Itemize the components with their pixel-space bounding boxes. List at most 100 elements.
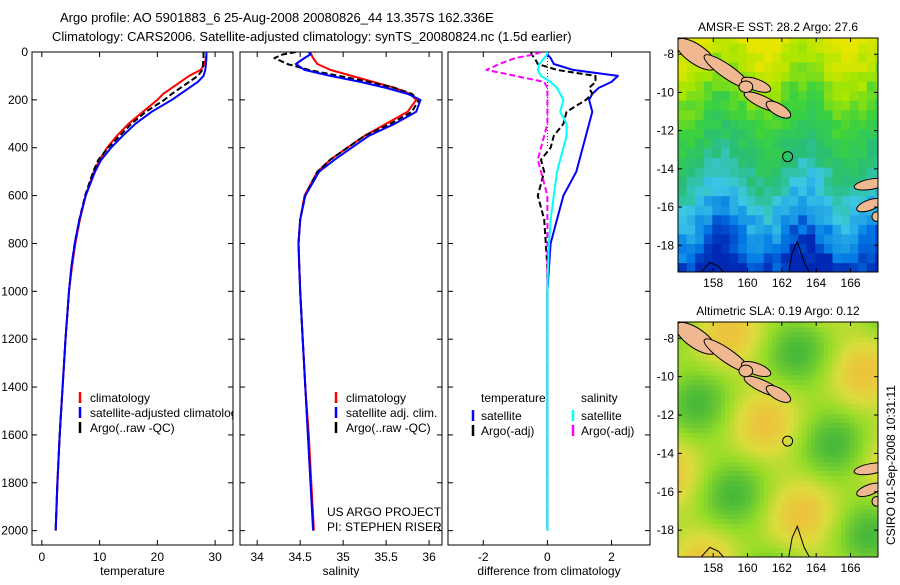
heatmap-cell bbox=[759, 533, 765, 539]
heatmap-cell bbox=[716, 417, 722, 424]
heatmap-cell bbox=[815, 61, 825, 73]
heatmap-cell bbox=[815, 326, 821, 333]
heatmap-cell bbox=[759, 331, 765, 337]
heatmap-cell bbox=[751, 336, 756, 342]
heatmap-cell bbox=[841, 489, 846, 496]
heatmap-cell bbox=[678, 214, 688, 225]
heatmap-cell bbox=[729, 346, 735, 352]
heatmap-cell bbox=[678, 393, 683, 400]
heatmap-cell bbox=[755, 446, 761, 453]
heatmap-cell bbox=[836, 384, 842, 390]
heatmap-cell bbox=[678, 427, 683, 433]
heatmap-cell bbox=[832, 326, 838, 333]
heatmap-cell bbox=[725, 341, 731, 347]
heatmap-cell bbox=[768, 537, 773, 544]
heatmap-cell bbox=[703, 374, 709, 381]
heatmap-cell bbox=[781, 233, 791, 244]
heatmap-cell bbox=[708, 408, 713, 414]
island-shape bbox=[856, 197, 878, 213]
heatmap-cell bbox=[815, 243, 825, 254]
heatmap-cell bbox=[823, 528, 829, 534]
heatmap-cell bbox=[858, 71, 868, 82]
argo-position-marker bbox=[782, 151, 794, 163]
heatmap-cell bbox=[678, 379, 683, 385]
heatmap-cell bbox=[751, 355, 756, 361]
heatmap-cell bbox=[866, 355, 872, 361]
heatmap-cell bbox=[798, 485, 804, 491]
heatmap-cell bbox=[798, 166, 808, 178]
heatmap-cell bbox=[703, 205, 713, 216]
argo-position-marker bbox=[782, 435, 794, 447]
heatmap-cell bbox=[712, 379, 718, 385]
heatmap-cell bbox=[841, 195, 851, 206]
heatmap-cell bbox=[875, 417, 878, 424]
heatmap-cell bbox=[725, 518, 731, 524]
heatmap-cell bbox=[678, 523, 683, 529]
heatmap-cell bbox=[755, 398, 761, 405]
heatmap-cell bbox=[703, 437, 709, 443]
heatmap-cell bbox=[755, 513, 761, 520]
heatmap-cell bbox=[725, 370, 731, 376]
heatmap-cell bbox=[875, 119, 878, 130]
heatmap-cell bbox=[733, 470, 739, 477]
heatmap-cell bbox=[708, 537, 713, 544]
heatmap-cell bbox=[720, 475, 726, 481]
heatmap-cell bbox=[712, 374, 718, 381]
heatmap-cell bbox=[742, 398, 748, 405]
heatmap-cell bbox=[823, 542, 829, 548]
heatmap-cell bbox=[725, 533, 731, 539]
heatmap-cell bbox=[768, 465, 773, 472]
heatmap-cell bbox=[703, 432, 709, 438]
heatmap-cell bbox=[763, 157, 773, 168]
heatmap-cell bbox=[858, 485, 864, 491]
heatmap-cell bbox=[854, 441, 859, 448]
heatmap-cell bbox=[768, 326, 773, 333]
heatmap-cell bbox=[712, 389, 718, 395]
heatmap-cell bbox=[823, 370, 829, 376]
heatmap-cell bbox=[841, 533, 846, 539]
heatmap-cell bbox=[866, 52, 876, 63]
heatmap-cell bbox=[720, 42, 731, 53]
y-tick-label: 1800 bbox=[1, 476, 28, 490]
heatmap-cell bbox=[841, 128, 851, 139]
heatmap-cell bbox=[871, 393, 876, 400]
heatmap-cell bbox=[828, 475, 834, 481]
heatmap-cell bbox=[789, 224, 799, 235]
heatmap-cell bbox=[866, 81, 876, 92]
heatmap-cell bbox=[708, 374, 713, 381]
heatmap-cell bbox=[858, 432, 864, 438]
heatmap-cell bbox=[690, 518, 696, 524]
island-shape bbox=[856, 482, 878, 498]
heatmap-cell bbox=[793, 513, 799, 520]
heatmap-cell bbox=[832, 322, 838, 328]
heatmap-cell bbox=[712, 355, 718, 361]
heatmap-cell bbox=[699, 374, 705, 381]
heatmap-cell bbox=[849, 389, 855, 395]
heatmap-cell bbox=[755, 157, 765, 168]
heatmap-cell bbox=[849, 518, 855, 524]
heatmap-cell bbox=[678, 71, 688, 82]
heatmap-cell bbox=[733, 451, 739, 457]
heatmap-cell bbox=[746, 42, 756, 53]
heatmap-cell bbox=[695, 252, 705, 264]
heatmap-cell bbox=[755, 432, 761, 438]
heatmap-cell bbox=[768, 432, 773, 438]
heatmap-cell bbox=[781, 451, 786, 457]
heatmap-cell bbox=[712, 413, 718, 419]
heatmap-cell bbox=[789, 499, 795, 505]
heatmap-cell bbox=[785, 470, 791, 477]
heatmap-cell bbox=[858, 374, 864, 381]
heatmap-cell bbox=[802, 509, 808, 515]
heatmap-cell bbox=[781, 432, 786, 438]
heatmap-cell bbox=[763, 475, 769, 481]
heatmap-cell bbox=[823, 331, 829, 337]
heatmap-cell bbox=[862, 355, 868, 361]
heatmap-cell bbox=[695, 523, 701, 529]
heatmap-cell bbox=[712, 186, 722, 197]
heatmap-cell bbox=[751, 441, 756, 448]
heatmap-cell bbox=[742, 441, 748, 448]
heatmap-cell bbox=[678, 461, 683, 467]
heatmap-cell bbox=[828, 451, 834, 457]
heatmap-cell bbox=[858, 504, 864, 510]
heatmap-cell bbox=[699, 427, 705, 433]
